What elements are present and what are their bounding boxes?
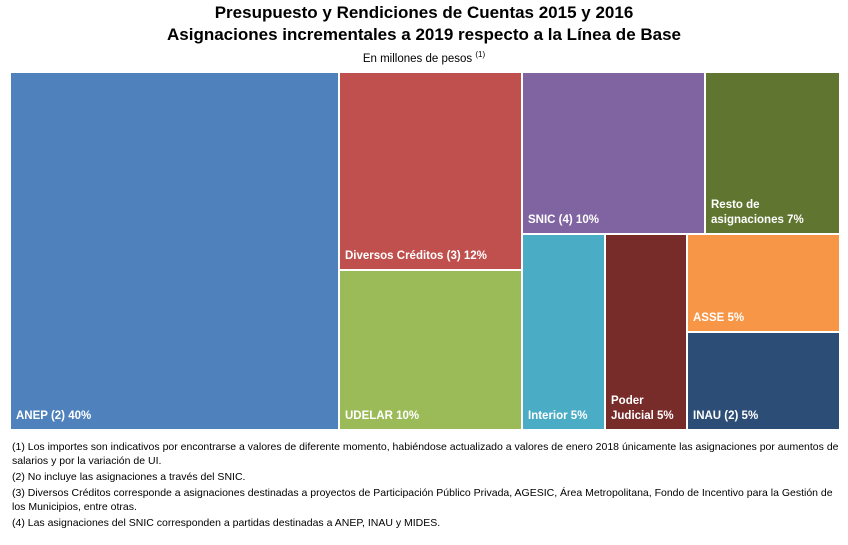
footnote-4: (4) Las asignaciones del SNIC correspond… xyxy=(12,517,441,529)
footnotes: (1) Los importes son indicativos por enc… xyxy=(12,440,840,532)
treemap-cell-label: Diversos Créditos (3) 12% xyxy=(345,250,487,262)
treemap-cell-label: ANEP (2) 40% xyxy=(16,410,92,422)
treemap-cell-label: ASSE 5% xyxy=(693,312,745,324)
treemap-cell-udelar: UDELAR 10% xyxy=(339,270,522,430)
subtitle-footnote-ref: (1) xyxy=(475,50,486,59)
treemap-cell-label: INAU (2) 5% xyxy=(693,410,759,422)
treemap-cell-diversos-créditos-3: Diversos Créditos (3) 12% xyxy=(339,72,522,270)
treemap-cell-anep-2: ANEP (2) 40% xyxy=(10,72,339,430)
subtitle-text: En millones de pesos xyxy=(362,52,473,65)
treemap-chart: ANEP (2) 40% Diversos Créditos (3) 12% UDE… xyxy=(10,72,840,430)
treemap-cell-inau-2: INAU (2) 5% xyxy=(687,332,840,430)
footnote-1: (1) Los importes son indicativos por enc… xyxy=(12,441,839,467)
treemap-cell-label: Interior 5% xyxy=(528,410,588,422)
chart-title-line1: Presupuesto y Rendiciones de Cuentas 201… xyxy=(214,3,634,22)
treemap-cell-interior: Interior 5% xyxy=(522,234,605,430)
treemap-cell-label: UDELAR 10% xyxy=(345,410,420,422)
treemap-cell-snic-4: SNIC (4) 10% xyxy=(522,72,705,234)
chart-title-line2: Asignaciones incrementales a 2019 respec… xyxy=(166,25,682,44)
footnote-2: (2) No incluye las asignaciones a través… xyxy=(12,471,246,483)
treemap-cell-label: SNIC (4) 10% xyxy=(528,214,599,226)
chart-subtitle: En millones de pesos (1) xyxy=(0,50,848,65)
footnote-3: (3) Diversos Créditos corresponde a asig… xyxy=(12,487,833,513)
treemap-cell-label: Resto de asignaciones 7% xyxy=(711,199,804,226)
treemap-cell-resto-de-asignaciones: Resto de asignaciones 7% xyxy=(705,72,840,234)
treemap-cell-asse: ASSE 5% xyxy=(687,234,840,332)
treemap-cell-label: Poder Judicial 5% xyxy=(611,395,674,422)
treemap-cell-poder-judicial: Poder Judicial 5% xyxy=(605,234,687,430)
